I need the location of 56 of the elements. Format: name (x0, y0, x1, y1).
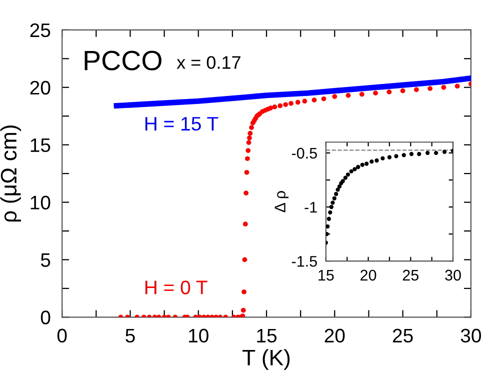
point (337, 184, 342, 189)
x-tick-label: 0 (57, 328, 67, 343)
y-axis-title: Δ ρ (274, 191, 288, 212)
x-tick-label: 25 (402, 270, 418, 281)
y-tick-label: 0 (40, 310, 50, 324)
y-tick-label: 20 (30, 80, 50, 95)
point (326, 240, 328, 245)
point (425, 150, 430, 156)
x-tick-label: 5 (126, 328, 135, 343)
point (380, 156, 385, 160)
point (346, 172, 350, 177)
point (394, 154, 398, 158)
point (332, 196, 336, 200)
x-tick-label: 30 (460, 328, 481, 343)
point (356, 164, 360, 170)
y-tick-label: -0.5 (292, 148, 317, 159)
y-tick-label: 15 (30, 138, 50, 152)
annotation: x = 0.17 (176, 56, 240, 69)
point (370, 160, 374, 164)
y-tick-label: 25 (30, 23, 50, 38)
point (352, 167, 357, 172)
y-tick-label: -1.5 (292, 256, 317, 267)
point (334, 192, 338, 196)
x-tick-label: 25 (392, 328, 413, 343)
point (417, 152, 422, 156)
y-axis-title: ρ (μΩ cm) (0, 126, 22, 222)
point (326, 224, 330, 229)
point (326, 216, 331, 221)
point (330, 200, 335, 205)
point (343, 176, 348, 180)
x-axis-title: T (K) (242, 349, 290, 370)
point (409, 152, 414, 156)
y-tick-label: 10 (30, 196, 50, 210)
point (329, 204, 334, 210)
point (364, 162, 369, 166)
point (360, 162, 364, 167)
x-tick-label: 30 (445, 270, 461, 281)
x-tick-label: 15 (257, 328, 277, 343)
x-tick-label: 20 (324, 328, 345, 343)
series-label: H = 15 T (145, 117, 218, 131)
point (387, 155, 392, 160)
x-tick-label: 20 (360, 270, 376, 281)
series-label: H = 0 T (145, 280, 208, 294)
point (402, 153, 406, 158)
point (336, 188, 340, 192)
point (349, 169, 354, 174)
point (434, 150, 438, 156)
x-tick-label: 15 (318, 270, 334, 281)
annotation: PCCO (84, 50, 162, 70)
y-tick-label: -1 (304, 202, 317, 213)
point (340, 178, 345, 184)
x-tick-label: 10 (189, 328, 208, 343)
y-tick-label: 5 (40, 253, 50, 267)
point (442, 150, 447, 154)
point (374, 158, 379, 163)
point (328, 210, 332, 214)
